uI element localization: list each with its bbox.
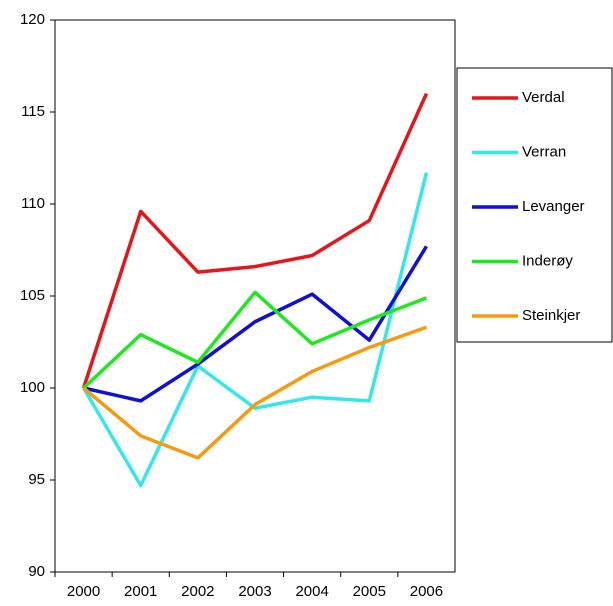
legend-label: Verran [522,143,566,160]
y-tick-label: 120 [20,11,45,28]
y-tick-label: 100 [20,379,45,396]
y-tick-label: 115 [21,103,45,120]
legend-label: Verdal [522,89,565,106]
x-tick-label: 2002 [181,583,214,600]
x-tick-label: 2001 [124,583,157,600]
y-tick-label: 95 [28,471,45,488]
series-line [81,92,429,389]
y-tick-label: 90 [28,563,45,580]
x-tick-label: 2006 [410,583,443,600]
y-tick-label: 110 [21,195,45,212]
x-tick-label: 2004 [295,583,328,600]
legend-label: Steinkjer [522,307,580,324]
x-tick-label: 2005 [353,583,386,600]
x-tick-label: 2003 [238,583,271,600]
series-line [83,245,428,403]
series-line [82,325,428,460]
x-tick-label: 2000 [67,583,100,600]
legend-label: Levanger [522,198,585,215]
series-line [82,290,428,390]
series-line [82,172,429,488]
legend-label: Inderøy [522,252,573,269]
y-tick-label: 105 [20,287,45,304]
legend-box [456,67,613,343]
